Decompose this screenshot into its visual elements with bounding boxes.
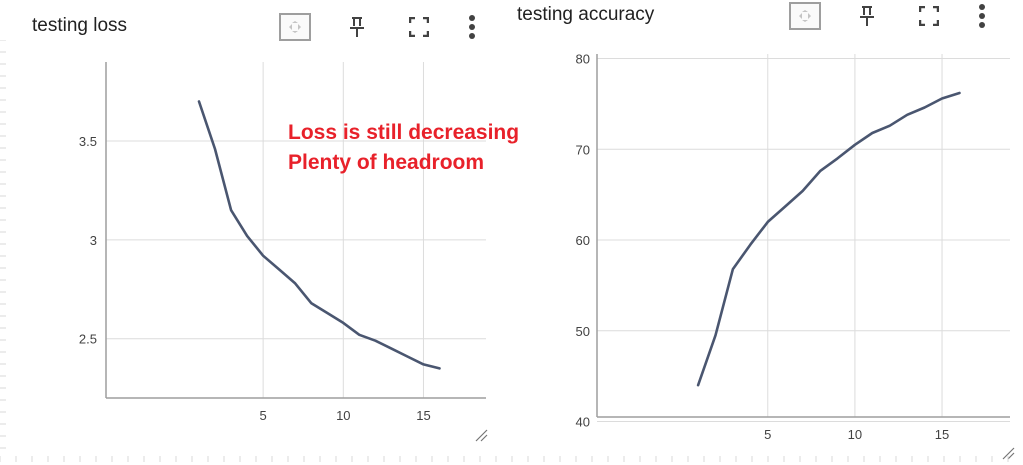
y-tick-label: 80	[576, 52, 590, 67]
x-tick-label: 5	[764, 427, 771, 442]
y-tick-label: 50	[576, 324, 590, 339]
series-line	[698, 93, 959, 385]
y-tick-label: 70	[576, 142, 590, 157]
page-edge-marks	[0, 40, 10, 460]
y-tick-label: 3	[90, 233, 97, 248]
x-tick-label: 15	[416, 408, 430, 423]
annotation-line-2: Plenty of headroom	[288, 148, 519, 178]
page-edge-marks	[0, 456, 1023, 462]
annotation-line-1: Loss is still decreasing	[288, 118, 519, 148]
x-tick-label: 15	[935, 427, 949, 442]
y-tick-label: 2.5	[79, 332, 97, 347]
x-tick-label: 5	[260, 408, 267, 423]
y-tick-label: 60	[576, 233, 590, 248]
y-tick-label: 3.5	[79, 134, 97, 149]
x-tick-label: 10	[336, 408, 350, 423]
chart-annotation: Loss is still decreasing Plenty of headr…	[288, 118, 519, 178]
y-tick-label: 40	[576, 415, 590, 430]
x-tick-label: 10	[848, 427, 862, 442]
